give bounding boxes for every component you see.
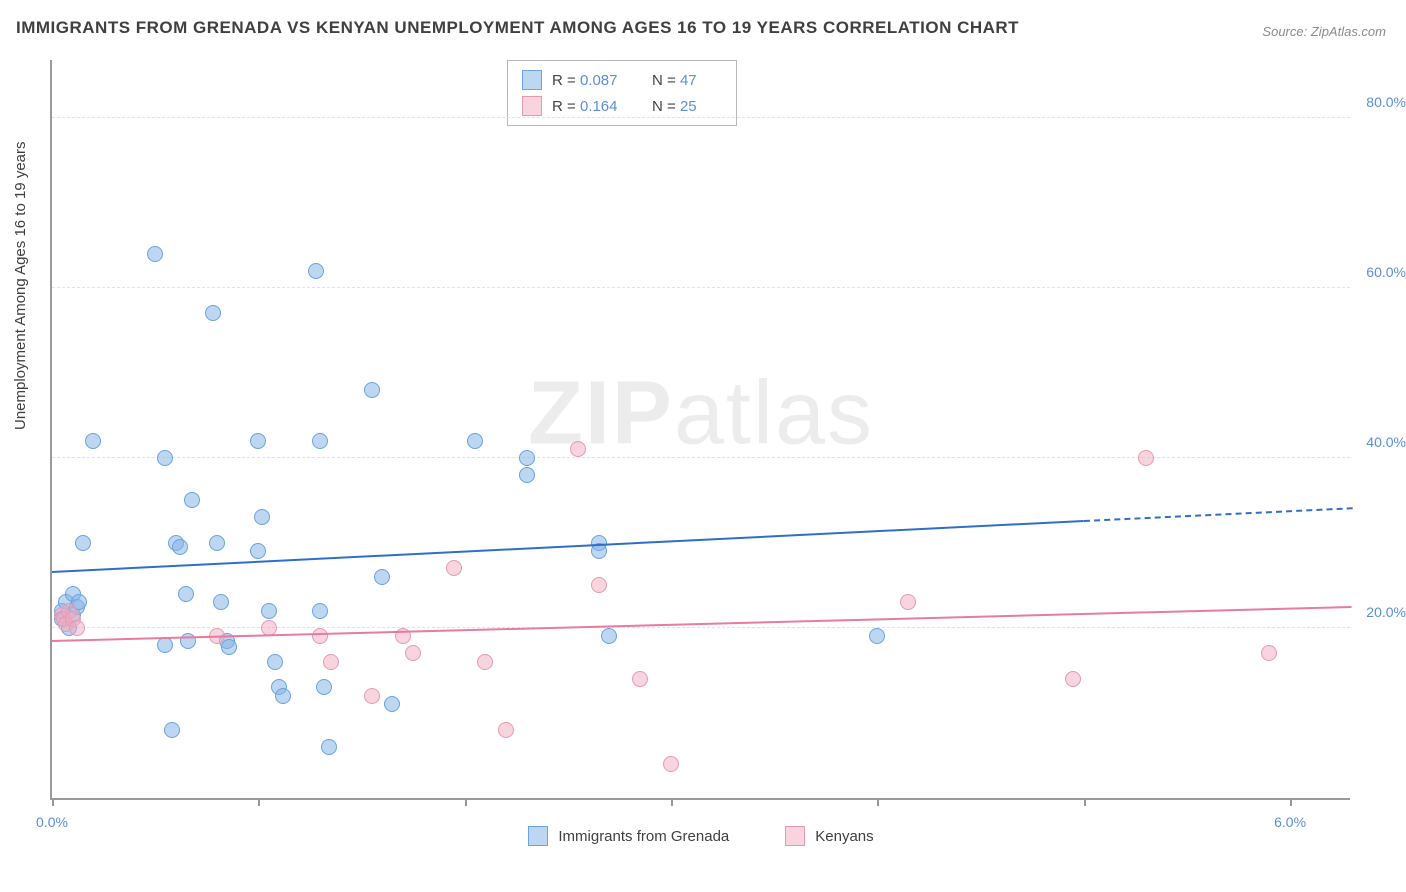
stat-row-grenada: R = 0.087 N = 47 — [508, 67, 736, 93]
data-point-kenyans — [1138, 450, 1154, 466]
data-point-grenada — [184, 492, 200, 508]
x-tick — [465, 798, 467, 806]
gridline — [52, 287, 1350, 288]
stat-row-kenyans: R = 0.164 N = 25 — [508, 93, 736, 119]
data-point-grenada — [601, 628, 617, 644]
data-point-kenyans — [1261, 645, 1277, 661]
data-point-grenada — [869, 628, 885, 644]
gridline — [52, 627, 1350, 628]
data-point-kenyans — [632, 671, 648, 687]
gridline — [52, 117, 1350, 118]
data-point-kenyans — [591, 577, 607, 593]
data-point-kenyans — [323, 654, 339, 670]
data-point-grenada — [254, 509, 270, 525]
chart-title: IMMIGRANTS FROM GRENADA VS KENYAN UNEMPL… — [16, 18, 1019, 38]
data-point-grenada — [75, 535, 91, 551]
stat-r-grenada: R = 0.087 — [552, 72, 642, 89]
x-tick — [52, 798, 54, 806]
data-point-grenada — [180, 633, 196, 649]
data-point-grenada — [312, 603, 328, 619]
data-point-grenada — [467, 433, 483, 449]
data-point-grenada — [384, 696, 400, 712]
y-tick-label: 20.0% — [1366, 604, 1406, 620]
data-point-grenada — [308, 263, 324, 279]
data-point-grenada — [261, 603, 277, 619]
data-point-grenada — [250, 543, 266, 559]
x-tick-label: 0.0% — [36, 814, 68, 830]
data-point-kenyans — [477, 654, 493, 670]
data-point-grenada — [157, 637, 173, 653]
legend-item-kenyans: Kenyans — [785, 826, 873, 846]
data-point-kenyans — [1065, 671, 1081, 687]
data-point-grenada — [519, 467, 535, 483]
data-point-kenyans — [498, 722, 514, 738]
trend-line-kenyans — [52, 606, 1352, 642]
data-point-grenada — [267, 654, 283, 670]
data-point-grenada — [321, 739, 337, 755]
trend-line-grenada-dash — [1084, 507, 1352, 522]
data-point-grenada — [312, 433, 328, 449]
scatter-plot-area: ZIPatlas R = 0.087N = 47R = 0.164N = 25 … — [50, 60, 1350, 800]
stat-n-kenyans: N = 25 — [652, 98, 722, 115]
y-tick-label: 40.0% — [1366, 434, 1406, 450]
data-point-grenada — [519, 450, 535, 466]
data-point-grenada — [157, 450, 173, 466]
data-point-grenada — [221, 639, 237, 655]
legend-swatch-kenyans — [522, 96, 542, 116]
x-tick — [671, 798, 673, 806]
legend-item-grenada: Immigrants from Grenada — [528, 826, 729, 846]
data-point-kenyans — [570, 441, 586, 457]
legend-label-kenyans: Kenyans — [815, 828, 873, 845]
data-point-kenyans — [663, 756, 679, 772]
data-point-grenada — [209, 535, 225, 551]
gridline — [52, 457, 1350, 458]
data-point-grenada — [364, 382, 380, 398]
x-tick — [877, 798, 879, 806]
source-attribution: Source: ZipAtlas.com — [1262, 24, 1386, 39]
source-link[interactable]: ZipAtlas.com — [1311, 24, 1386, 39]
x-tick — [258, 798, 260, 806]
data-point-grenada — [147, 246, 163, 262]
data-point-grenada — [178, 586, 194, 602]
x-tick — [1290, 798, 1292, 806]
data-point-kenyans — [312, 628, 328, 644]
series-legend: Immigrants from Grenada Kenyans — [52, 826, 1350, 846]
data-point-kenyans — [446, 560, 462, 576]
data-point-kenyans — [405, 645, 421, 661]
data-point-kenyans — [69, 620, 85, 636]
legend-swatch-kenyans — [785, 826, 805, 846]
data-point-kenyans — [900, 594, 916, 610]
data-point-grenada — [164, 722, 180, 738]
x-tick-label: 6.0% — [1274, 814, 1306, 830]
legend-swatch-grenada — [528, 826, 548, 846]
data-point-grenada — [374, 569, 390, 585]
y-axis-title: Unemployment Among Ages 16 to 19 years — [12, 141, 29, 430]
legend-swatch-grenada — [522, 70, 542, 90]
data-point-grenada — [275, 688, 291, 704]
data-point-grenada — [172, 539, 188, 555]
stat-n-grenada: N = 47 — [652, 72, 722, 89]
data-point-grenada — [316, 679, 332, 695]
trend-line-grenada — [52, 520, 1084, 573]
data-point-grenada — [250, 433, 266, 449]
x-tick — [1084, 798, 1086, 806]
data-point-grenada — [205, 305, 221, 321]
data-point-kenyans — [364, 688, 380, 704]
data-point-grenada — [85, 433, 101, 449]
stat-r-kenyans: R = 0.164 — [552, 98, 642, 115]
y-tick-label: 80.0% — [1366, 94, 1406, 110]
data-point-grenada — [213, 594, 229, 610]
y-tick-label: 60.0% — [1366, 264, 1406, 280]
legend-label-grenada: Immigrants from Grenada — [558, 828, 729, 845]
